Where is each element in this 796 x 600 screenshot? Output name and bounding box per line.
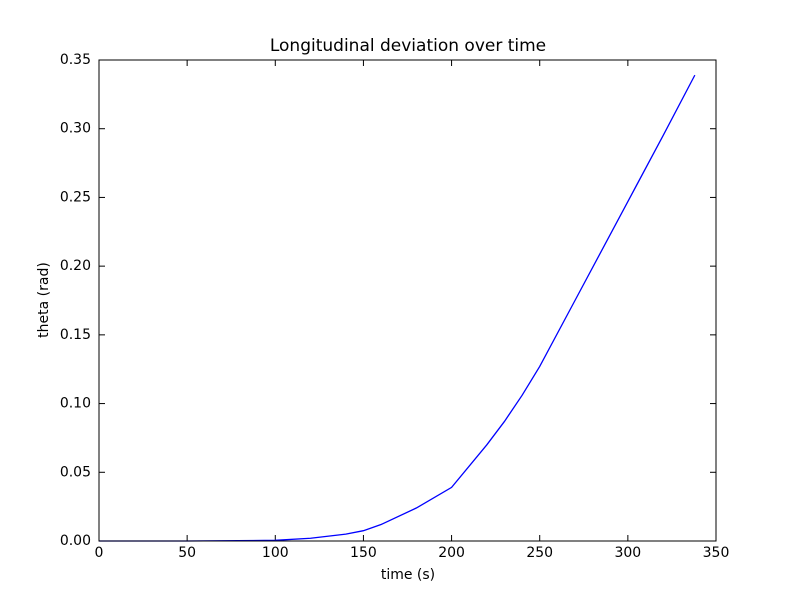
plot-frame: [98, 59, 717, 542]
y-tick-label: 0.00: [60, 533, 91, 549]
data-line: [99, 74, 696, 542]
y-tick-label: 0.15: [60, 327, 91, 343]
y-tick-label: 0.20: [60, 258, 91, 274]
chart-title: Longitudinal deviation over time: [270, 36, 546, 56]
x-tick-label: 200: [438, 545, 465, 561]
y-tick-label: 0.30: [60, 121, 91, 137]
x-axis-label: time (s): [381, 567, 435, 583]
x-tick-label: 300: [614, 545, 641, 561]
y-tick-label: 0.35: [60, 52, 91, 68]
y-tick-label: 0.05: [60, 464, 91, 480]
x-tick-label: 100: [262, 545, 289, 561]
y-tick-label: 0.10: [60, 396, 91, 412]
x-tick-label: 0: [95, 545, 104, 561]
x-tick-label: 250: [526, 545, 553, 561]
y-axis-label: theta (rad): [36, 262, 52, 338]
y-tick-label: 0.25: [60, 189, 91, 205]
x-tick-label: 150: [350, 545, 377, 561]
x-tick-label: 50: [178, 545, 196, 561]
x-tick-label: 350: [703, 545, 730, 561]
